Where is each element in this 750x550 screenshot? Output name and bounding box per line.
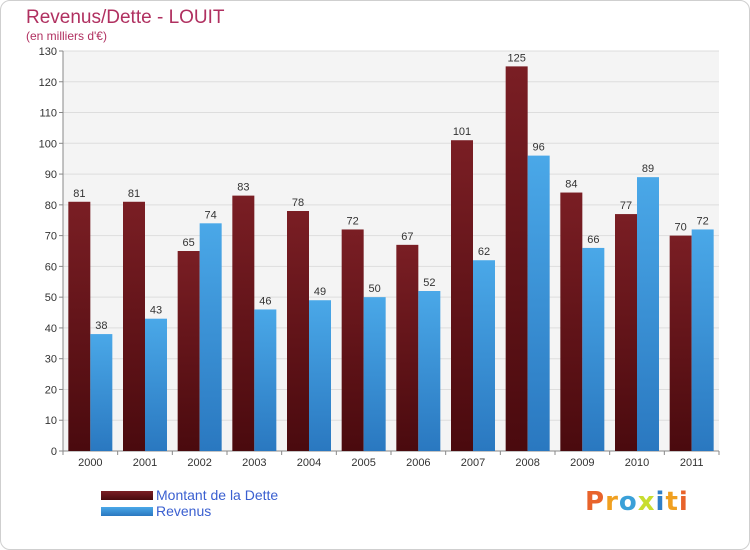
y-tick-label: 40 (45, 323, 57, 335)
y-tick-label: 80 (45, 200, 57, 212)
bar-revenus (145, 318, 167, 451)
data-label-dette: 77 (620, 200, 632, 212)
data-label-revenus: 46 (259, 295, 271, 307)
data-label-dette: 81 (128, 188, 140, 200)
data-label-dette: 72 (347, 215, 359, 227)
bar-revenus (637, 177, 659, 451)
x-tick-label: 2000 (78, 457, 102, 469)
data-label-dette: 65 (183, 237, 195, 249)
bar-dette (232, 195, 255, 451)
logo-letter: o (618, 487, 638, 517)
bar-revenus (90, 334, 113, 451)
x-tick-label: 2007 (461, 457, 485, 469)
x-tick-label: 2006 (406, 457, 430, 469)
legend-label-dette: Montant de la Dette (156, 487, 279, 503)
data-label-revenus: 96 (533, 142, 545, 154)
bar-dette (560, 192, 583, 452)
x-tick-label: 2010 (625, 457, 649, 469)
data-label-dette: 70 (675, 222, 687, 234)
data-label-revenus: 50 (369, 283, 381, 295)
y-tick-label: 90 (45, 169, 57, 181)
y-tick-label: 130 (39, 46, 57, 58)
legend-label-revenus: Revenus (156, 503, 212, 519)
chart-title: Revenus/Dette - LOUIT (26, 7, 225, 28)
bars-layer (68, 66, 714, 452)
x-tick-label: 2001 (133, 457, 157, 469)
y-tick-label: 60 (45, 261, 57, 273)
bar-revenus (309, 300, 331, 451)
labels-layer: 81 38 81 43 65 74 83 46 78 49 72 50 67 52 101 62 125 96 84… (73, 52, 709, 332)
bar-revenus (254, 309, 277, 451)
data-label-revenus: 72 (697, 215, 709, 227)
x-tick-label: 2003 (242, 457, 266, 469)
bar-dette (287, 211, 309, 451)
legend-swatch-dette (101, 491, 153, 500)
logo-letter: i (655, 487, 666, 517)
bar-revenus (363, 297, 386, 451)
bar-revenus (527, 155, 550, 451)
logo-letter: P (585, 487, 606, 517)
axis-layer: 0 10 20 30 40 50 60 70 80 90 100 110 120 130 2000 2001 2… (39, 46, 720, 469)
data-label-dette: 84 (565, 179, 577, 191)
logo-letter: r (605, 487, 619, 517)
x-tick-label: 2005 (351, 457, 375, 469)
y-tick-label: 0 (51, 446, 57, 458)
bar-dette (68, 201, 91, 451)
data-label-dette: 81 (73, 188, 85, 200)
bar-revenus (473, 260, 495, 451)
bar-revenus (199, 223, 222, 451)
data-label-dette: 78 (292, 197, 304, 209)
data-label-dette: 125 (507, 52, 525, 64)
bar-dette (341, 229, 364, 451)
bar-dette (177, 251, 200, 451)
bar-revenus (582, 247, 605, 451)
data-label-revenus: 43 (150, 305, 162, 317)
y-tick-label: 50 (45, 292, 57, 304)
bar-revenus (418, 291, 441, 451)
logo-letter: x (637, 487, 656, 517)
y-tick-label: 110 (39, 108, 57, 120)
x-tick-label: 2009 (570, 457, 594, 469)
bar-dette (451, 140, 473, 451)
y-tick-label: 70 (45, 231, 57, 243)
grid-layer (63, 50, 719, 452)
chart-subtitle: (en milliers d'€) (26, 29, 107, 43)
data-label-dette: 83 (237, 182, 249, 194)
bar-dette (123, 201, 145, 451)
logo-letter: t (665, 487, 679, 517)
plot-background (63, 51, 719, 451)
logo-letter: i (678, 487, 689, 517)
x-tick-label: 2002 (187, 457, 211, 469)
proxiti-logo: Proxiti (585, 487, 689, 517)
data-label-revenus: 66 (587, 234, 599, 246)
bar-dette (505, 66, 528, 451)
data-label-revenus: 52 (423, 277, 435, 289)
legend-swatch-revenus (101, 507, 153, 516)
bar-dette (669, 235, 692, 451)
data-label-revenus: 62 (478, 246, 490, 258)
y-tick-label: 10 (45, 415, 57, 427)
bar-dette (396, 244, 419, 451)
y-tick-label: 20 (45, 384, 57, 396)
x-tick-label: 2011 (680, 457, 704, 469)
data-label-revenus: 38 (95, 320, 107, 332)
x-tick-label: 2008 (515, 457, 539, 469)
data-label-revenus: 74 (205, 209, 217, 221)
x-tick-label: 2004 (297, 457, 321, 469)
data-label-revenus: 49 (314, 286, 326, 298)
bar-dette (615, 214, 637, 451)
y-tick-label: 100 (39, 138, 57, 150)
data-label-dette: 101 (453, 126, 471, 138)
data-label-dette: 67 (401, 231, 413, 243)
y-tick-label: 120 (39, 77, 57, 89)
bar-revenus (691, 229, 714, 451)
y-tick-label: 30 (45, 354, 57, 366)
data-label-revenus: 89 (642, 163, 654, 175)
